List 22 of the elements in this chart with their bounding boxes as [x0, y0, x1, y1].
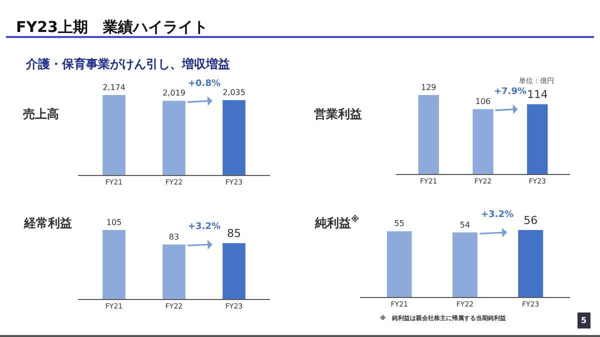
data-label: 83 [168, 232, 180, 242]
data-label: 2,174 [102, 83, 126, 92]
text: +0.8% [188, 79, 221, 89]
text: 介護・保育事業がけん引し、増収増益 [25, 57, 230, 71]
data-label: 56 [524, 214, 538, 227]
chart-title: 純利益$^{※}$ [314, 214, 360, 230]
annotation: +7.9% [494, 87, 527, 97]
data-label: 114 [527, 88, 548, 102]
data-label: 54 [460, 220, 470, 230]
annotation: +3.2% [188, 222, 221, 232]
data-label: 85 [227, 227, 241, 240]
text: 5 [581, 316, 587, 325]
chart-title: 経常利益 [23, 216, 72, 230]
data-label: 106 [475, 97, 491, 106]
data-label: 2,019 [162, 88, 186, 98]
text: FY23上期 業績ハイライト [16, 18, 208, 36]
text: 売上高 [23, 107, 59, 121]
data-label: 105 [106, 218, 122, 227]
data-label: 129 [420, 83, 436, 92]
data-label: 55 [394, 219, 404, 228]
text: 営業利益 [314, 107, 362, 121]
text: +3.2% [481, 210, 514, 220]
